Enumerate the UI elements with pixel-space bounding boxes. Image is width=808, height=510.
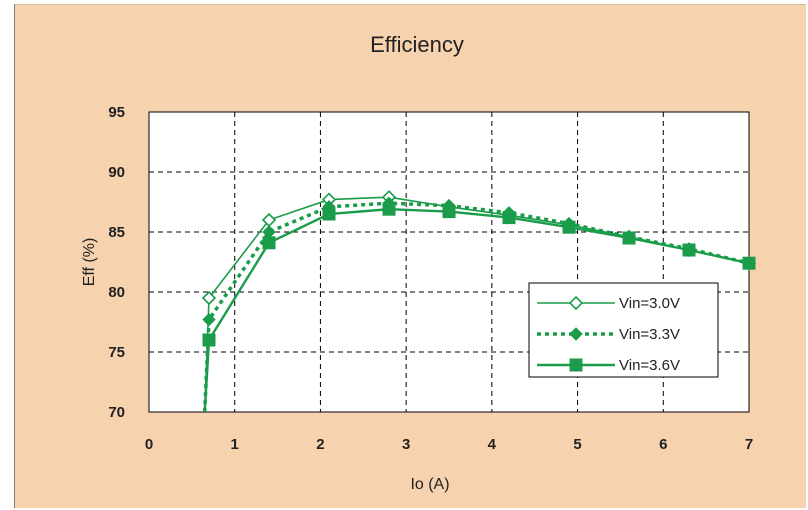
legend-marker — [569, 327, 583, 341]
y-tick-labels: 70 75 80 85 90 95 — [108, 104, 125, 421]
data-point — [742, 256, 756, 270]
data-point — [201, 290, 217, 306]
y-tick-label: 75 — [108, 344, 125, 361]
legend-label: Vin=3.3V — [619, 326, 680, 343]
legend-marker — [568, 295, 584, 311]
grid-lines — [149, 112, 749, 412]
y-axis-label: Eff (%) — [81, 238, 98, 287]
data-point — [262, 236, 276, 250]
data-point — [442, 205, 456, 219]
legend: Vin=3.0V Vin=3.3V Vin=3.6V — [528, 282, 719, 378]
x-tick-label: 6 — [659, 436, 667, 453]
data-point — [502, 211, 516, 225]
x-tick-label: 2 — [316, 436, 324, 453]
y-tick-label: 95 — [108, 104, 125, 121]
y-tick-label: 70 — [108, 404, 125, 421]
x-tick-label: 0 — [145, 436, 153, 453]
data-point — [202, 312, 216, 327]
data-point — [682, 243, 696, 257]
x-tick-label: 5 — [573, 436, 581, 453]
data-point — [322, 207, 336, 221]
x-tick-label: 4 — [488, 436, 497, 453]
legend-entry: Vin=3.3V — [537, 326, 680, 343]
data-point — [382, 202, 396, 216]
legend-entry: Vin=3.0V — [537, 295, 680, 312]
x-tick-label: 7 — [745, 436, 753, 453]
data-point — [202, 333, 216, 347]
y-tick-label: 80 — [108, 284, 125, 301]
legend-entry: Vin=3.6V — [537, 357, 680, 374]
chart-title: Efficiency — [370, 32, 464, 57]
x-tick-label: 1 — [231, 436, 239, 453]
y-tick-label: 85 — [108, 224, 125, 241]
x-tick-label: 3 — [402, 436, 410, 453]
series-layer — [201, 190, 757, 412]
legend-label: Vin=3.0V — [619, 295, 680, 312]
legend-label: Vin=3.6V — [619, 357, 680, 374]
x-axis-label: Io (A) — [410, 476, 449, 493]
y-tick-label: 90 — [108, 164, 125, 181]
data-point — [562, 220, 576, 234]
x-tick-labels: 0 1 2 3 4 5 6 7 — [145, 436, 753, 453]
series-3 — [202, 202, 756, 412]
data-point — [622, 231, 636, 245]
legend-marker — [569, 358, 583, 372]
legend-box — [528, 282, 719, 378]
